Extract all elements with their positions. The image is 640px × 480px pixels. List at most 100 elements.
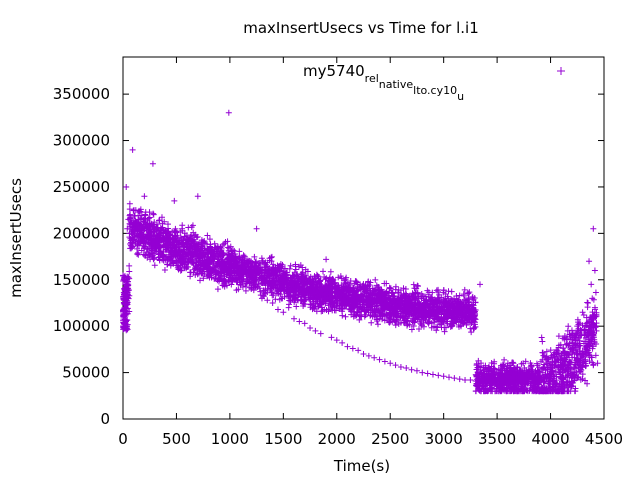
data-point	[386, 301, 393, 308]
data-point	[269, 299, 276, 306]
data-point	[327, 301, 334, 308]
data-point	[593, 341, 600, 348]
data-point	[329, 298, 336, 305]
data-point	[562, 374, 569, 381]
data-point	[503, 388, 510, 395]
data-point	[451, 375, 458, 382]
data-point	[169, 229, 176, 236]
data-point	[207, 258, 214, 265]
data-point	[134, 250, 141, 257]
data-point	[276, 277, 283, 284]
data-point	[142, 252, 149, 259]
data-point	[264, 281, 271, 288]
data-point	[557, 373, 564, 380]
data-point	[264, 297, 271, 304]
data-point	[342, 313, 349, 320]
x-tick-label: 500	[162, 430, 191, 448]
data-point	[380, 301, 387, 308]
data-point	[539, 369, 546, 376]
data-point	[387, 306, 394, 313]
data-point	[413, 367, 420, 374]
data-point	[316, 300, 323, 307]
data-point	[321, 295, 328, 302]
data-point	[328, 285, 335, 292]
data-point	[342, 276, 349, 283]
data-point	[192, 231, 199, 238]
data-point	[166, 232, 173, 239]
data-point	[567, 358, 574, 365]
data-point	[130, 231, 137, 238]
data-point	[557, 359, 564, 366]
data-point	[583, 314, 590, 321]
data-point	[400, 313, 407, 320]
data-point	[584, 332, 591, 339]
data-point	[427, 309, 434, 316]
data-point	[365, 278, 372, 285]
data-point	[561, 332, 568, 339]
data-point	[445, 288, 452, 295]
data-point	[135, 249, 142, 256]
data-point	[333, 337, 340, 344]
data-point	[444, 301, 451, 308]
data-point	[444, 320, 451, 327]
data-point	[225, 109, 232, 116]
data-point	[365, 352, 372, 359]
data-point	[569, 373, 576, 380]
data-point	[410, 281, 417, 288]
data-point	[225, 247, 232, 254]
data-point	[525, 366, 532, 373]
data-point	[374, 292, 381, 299]
data-point	[393, 316, 400, 323]
data-point	[473, 360, 480, 367]
data-point	[579, 371, 586, 378]
data-point	[311, 304, 318, 311]
data-point	[374, 321, 381, 328]
data-point	[289, 287, 296, 294]
data-point	[544, 356, 551, 363]
data-point	[141, 244, 148, 251]
data-point	[409, 318, 416, 325]
data-point	[535, 379, 542, 386]
data-point	[151, 219, 158, 226]
data-point	[557, 341, 564, 348]
data-point	[435, 286, 442, 293]
data-point	[291, 315, 298, 322]
data-point	[134, 245, 141, 252]
data-point	[547, 347, 554, 354]
data-point	[234, 279, 241, 286]
data-point	[307, 325, 314, 332]
data-point	[594, 360, 601, 367]
data-point	[462, 377, 469, 384]
data-point	[276, 296, 283, 303]
data-point	[206, 271, 213, 278]
data-point	[584, 380, 591, 387]
data-point	[367, 292, 374, 299]
data-point	[578, 367, 585, 374]
data-point	[546, 378, 553, 385]
data-point	[173, 239, 180, 246]
data-point	[547, 361, 554, 368]
data-point	[149, 160, 156, 167]
data-point	[367, 305, 374, 312]
data-point	[327, 268, 334, 275]
data-point	[148, 221, 155, 228]
data-point	[207, 243, 214, 250]
data-point	[192, 264, 199, 271]
data-point	[458, 302, 465, 309]
data-point	[414, 290, 421, 297]
data-point	[171, 245, 178, 252]
data-point	[129, 146, 136, 153]
data-point	[353, 288, 360, 295]
data-point	[573, 331, 580, 338]
data-point	[579, 322, 586, 329]
data-point	[350, 313, 357, 320]
data-point	[262, 290, 269, 297]
data-point	[472, 316, 479, 323]
data-point	[177, 234, 184, 241]
data-point	[475, 379, 482, 386]
data-point	[158, 214, 165, 221]
data-point	[281, 273, 288, 280]
data-point	[136, 220, 143, 227]
data-point	[150, 242, 157, 249]
data-point	[592, 352, 599, 359]
